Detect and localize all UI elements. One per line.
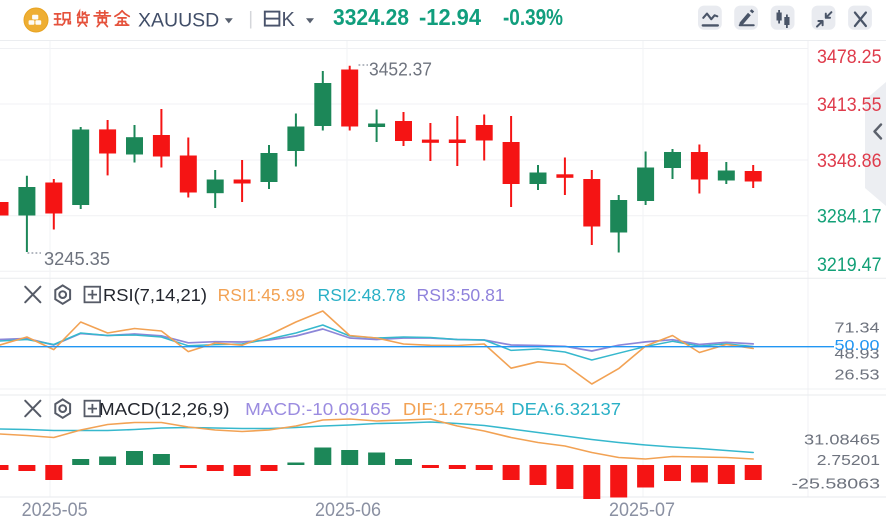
svg-text:3348.86: 3348.86 bbox=[817, 151, 882, 172]
svg-text:RSI3:50.81: RSI3:50.81 bbox=[417, 285, 505, 305]
svg-text:-0.39%: -0.39% bbox=[503, 4, 563, 30]
svg-text:2.75201: 2.75201 bbox=[817, 452, 880, 469]
svg-text:31.08465: 31.08465 bbox=[804, 432, 880, 449]
svg-text:3245.35: 3245.35 bbox=[44, 249, 110, 269]
svg-text:71.34: 71.34 bbox=[835, 320, 880, 337]
svg-text:48.93: 48.93 bbox=[835, 346, 880, 363]
svg-text:RSI(7,14,21): RSI(7,14,21) bbox=[103, 285, 207, 305]
svg-text:-12.94: -12.94 bbox=[419, 4, 481, 30]
svg-text:XAUUSD: XAUUSD bbox=[138, 10, 219, 32]
svg-text:MACD:-10.09165: MACD:-10.09165 bbox=[245, 399, 391, 419]
svg-text:2025-05: 2025-05 bbox=[22, 500, 88, 521]
svg-text:K: K bbox=[282, 9, 296, 31]
svg-text:3219.47: 3219.47 bbox=[817, 255, 882, 276]
svg-text:3284.17: 3284.17 bbox=[817, 207, 882, 228]
svg-text:50.00: 50.00 bbox=[835, 337, 880, 354]
svg-text:26.53: 26.53 bbox=[835, 366, 880, 383]
svg-text:3324.28: 3324.28 bbox=[333, 4, 409, 30]
svg-text:DIF:1.27554: DIF:1.27554 bbox=[403, 399, 505, 419]
svg-text:MACD(12,26,9): MACD(12,26,9) bbox=[99, 399, 230, 419]
svg-text:-25.58063: -25.58063 bbox=[792, 476, 881, 493]
svg-text:DEA:6.32137: DEA:6.32137 bbox=[511, 399, 621, 419]
svg-text:2025-07: 2025-07 bbox=[609, 500, 675, 521]
svg-text:3478.25: 3478.25 bbox=[817, 47, 882, 68]
svg-text:RSI1:45.99: RSI1:45.99 bbox=[218, 285, 305, 305]
svg-text:2025-06: 2025-06 bbox=[315, 500, 381, 521]
svg-text:RSI2:48.78: RSI2:48.78 bbox=[318, 285, 406, 305]
svg-text:3413.55: 3413.55 bbox=[817, 95, 882, 116]
svg-text:3452.37: 3452.37 bbox=[369, 59, 432, 79]
